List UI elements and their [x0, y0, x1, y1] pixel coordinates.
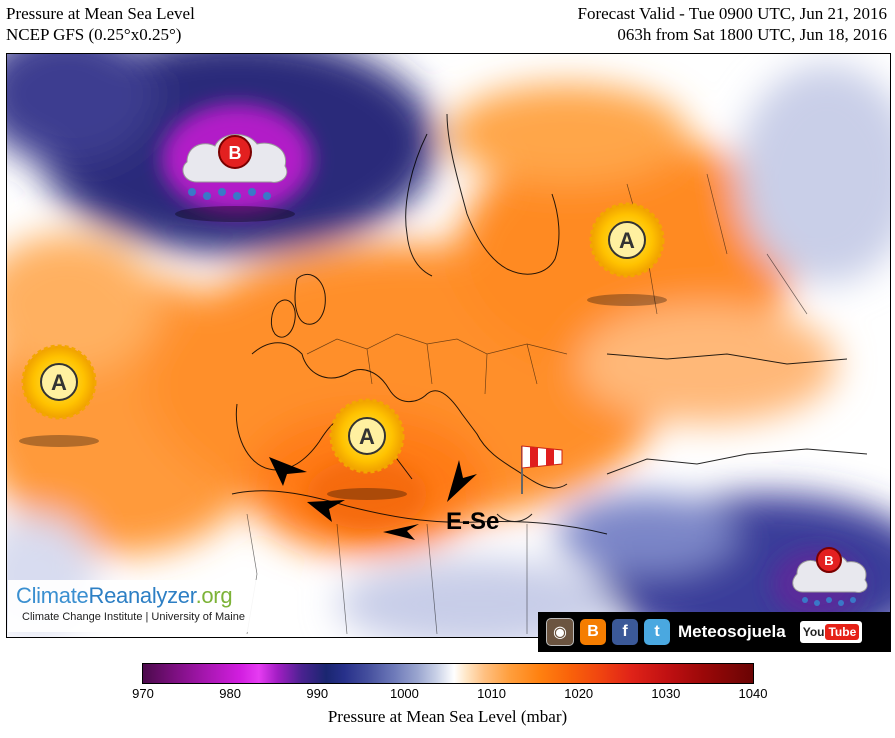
credit-subtitle: Climate Change Institute | University of…	[22, 611, 245, 623]
colorbar	[142, 663, 754, 684]
svg-text:A: A	[619, 228, 635, 253]
colorbar-tick-label: 1040	[738, 686, 768, 701]
low-pressure-icon: B	[792, 547, 868, 606]
colorbar-tick-label: 1000	[389, 686, 419, 701]
wind-direction-label: E-Se	[446, 508, 500, 535]
wind-arrow-icon	[383, 524, 419, 540]
low-pressure-icon: B	[175, 134, 295, 222]
brand-name: Meteosojuela	[678, 622, 786, 641]
facebook-icon[interactable]: f	[612, 619, 638, 645]
wind-arrow-icon	[269, 457, 307, 486]
svg-text:A: A	[359, 424, 375, 449]
wind-arrow-icon	[307, 500, 345, 522]
colorbar-tick-label: 990	[306, 686, 329, 701]
svg-text:B: B	[824, 553, 833, 568]
wind-arrow-icon	[447, 460, 477, 502]
model-label: NCEP GFS (0.25°x0.25°)	[6, 25, 182, 44]
colorbar-label: Pressure at Mean Sea Level (mbar)	[327, 707, 568, 726]
climate-reanalyzer-logo: ClimateReanalyzer.org	[16, 583, 233, 608]
credit-box: ClimateReanalyzer.org Climate Change Ins…	[8, 580, 278, 632]
high-pressure-icon: A	[327, 398, 407, 500]
valid-time: Forecast Valid - Tue 0900 UTC, Jun 21, 2…	[577, 4, 887, 23]
svg-text:A: A	[51, 370, 67, 395]
colorbar-tick-label: 1010	[477, 686, 507, 701]
youtube-icon[interactable]: You Tube	[799, 621, 863, 643]
svg-text:B: B	[229, 143, 242, 163]
twitter-icon[interactable]: t	[644, 619, 670, 645]
instagram-icon[interactable]: ◉	[546, 618, 574, 646]
blogger-icon[interactable]: B	[580, 619, 606, 645]
lead-time: 063h from Sat 1800 UTC, Jun 18, 2016	[617, 25, 887, 44]
colorbar-tick-label: 1030	[651, 686, 681, 701]
colorbar-tick-label: 1020	[564, 686, 594, 701]
windsock-icon	[521, 445, 563, 494]
pressure-map: B A A A B	[6, 53, 891, 638]
colorbar-tick-label: 980	[219, 686, 241, 701]
header-left: Pressure at Mean Sea Level NCEP GFS (0.2…	[6, 3, 195, 45]
colorbar-tick-label: 970	[132, 686, 154, 701]
high-pressure-icon: A	[19, 344, 99, 447]
high-pressure-icon: A	[587, 202, 667, 306]
wind-arrows	[269, 457, 477, 540]
header-right: Forecast Valid - Tue 0900 UTC, Jun 21, 2…	[578, 3, 887, 45]
map-title: Pressure at Mean Sea Level	[6, 4, 195, 23]
social-bar: ◉ B f t Meteosojuela You Tube	[538, 612, 891, 652]
